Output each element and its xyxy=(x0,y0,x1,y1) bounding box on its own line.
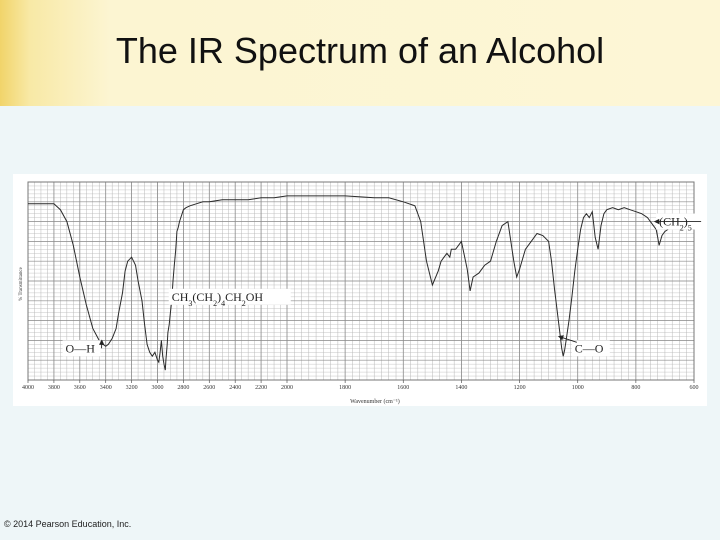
formula-part: (CH xyxy=(192,290,213,304)
title-band xyxy=(0,0,720,106)
copyright-notice: © 2014 Pearson Education, Inc. xyxy=(4,519,132,529)
molecule-label: CH3(CH2)4CH2OH xyxy=(172,290,264,308)
x-tick-label: 2000 xyxy=(281,385,293,391)
formula-part: ) xyxy=(217,290,221,304)
x-tick-label: 3200 xyxy=(126,385,138,391)
formula-part: C—O xyxy=(575,341,604,355)
slide-title: The IR Spectrum of an Alcohol xyxy=(115,30,605,71)
x-tick-label: 2600 xyxy=(203,385,215,391)
x-tick-label: 2800 xyxy=(177,385,189,391)
formula-part: O—H xyxy=(66,341,96,355)
formula-part: 3 xyxy=(188,298,192,307)
x-tick-label: 1200 xyxy=(514,385,526,391)
x-tick-label: 800 xyxy=(631,385,640,391)
x-tick-label: 1000 xyxy=(572,385,584,391)
y-axis-label: % Transmittance xyxy=(19,266,24,301)
x-tick-label: 2400 xyxy=(229,385,241,391)
x-tick-label: 3000 xyxy=(152,385,164,391)
ir-spectrum-chart: 4000 3800 3600 3400 3200 3000 2800 2600 2400 2200… xyxy=(13,174,707,406)
x-tick-label: 600 xyxy=(690,385,699,391)
formula-part: 2 xyxy=(680,223,684,232)
oh-stretch-label: O—H xyxy=(66,341,96,355)
annotation-background xyxy=(168,288,291,305)
formula-part: OH xyxy=(246,290,264,304)
annotation-background xyxy=(571,340,610,357)
x-tick-label: 2200 xyxy=(255,385,267,391)
x-tick-label: 3800 xyxy=(48,385,60,391)
formula-part: 2 xyxy=(213,298,217,307)
formula-part: 5 xyxy=(688,223,692,232)
plot-frame xyxy=(27,181,695,381)
formula-part: CH xyxy=(225,290,242,304)
annotation-arrow xyxy=(557,335,577,343)
spectrum-trace xyxy=(28,195,694,371)
x-tick-label: 3400 xyxy=(100,385,112,391)
x-tick-label: 3600 xyxy=(74,385,86,391)
formula-part: 4 xyxy=(221,298,225,307)
formula-part: 2 xyxy=(242,298,246,307)
x-tick-label: 1600 xyxy=(397,385,409,391)
x-tick-label: 1800 xyxy=(339,385,351,391)
co-stretch-label: C—O xyxy=(575,341,604,355)
x-tick-labels: 4000 3800 3600 3400 3200 3000 2800 2600 2400 2200… xyxy=(22,380,699,391)
x-tick-label: 1400 xyxy=(455,385,467,391)
x-tick-label: 4000 xyxy=(22,385,34,391)
annotation-background xyxy=(62,340,101,357)
formula-part: CH xyxy=(172,290,189,304)
x-axis-label: Wavenumber (cm⁻¹) xyxy=(350,398,400,405)
chart-paper xyxy=(13,174,707,406)
